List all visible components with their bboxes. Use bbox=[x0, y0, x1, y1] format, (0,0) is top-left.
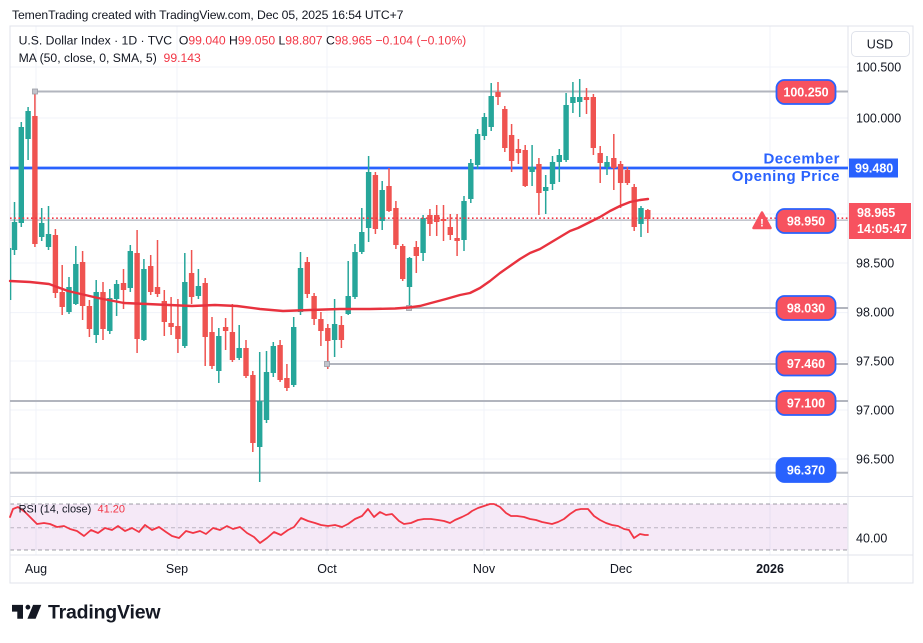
svg-text:TemenTrading created with Trad: TemenTrading created with TradingView.co… bbox=[12, 8, 404, 22]
svg-text:Oct: Oct bbox=[317, 562, 337, 576]
svg-text:December: December bbox=[763, 151, 840, 168]
svg-text:97.000: 97.000 bbox=[856, 404, 894, 418]
svg-text:98.950: 98.950 bbox=[787, 214, 825, 228]
svg-text:100.250: 100.250 bbox=[783, 85, 828, 99]
svg-text:98.965: 98.965 bbox=[857, 206, 895, 220]
svg-text:2026: 2026 bbox=[756, 562, 784, 576]
svg-text:98.500: 98.500 bbox=[856, 257, 894, 271]
svg-text:40.00: 40.00 bbox=[856, 532, 887, 546]
svg-text:98.030: 98.030 bbox=[787, 301, 825, 315]
svg-text:Aug: Aug bbox=[25, 562, 47, 576]
svg-text:96.500: 96.500 bbox=[856, 453, 894, 467]
svg-text:96.370: 96.370 bbox=[787, 463, 825, 477]
svg-text:100.500: 100.500 bbox=[856, 61, 901, 75]
svg-text:!: ! bbox=[760, 218, 764, 230]
svg-text:97.500: 97.500 bbox=[856, 355, 894, 369]
svg-text:99.480: 99.480 bbox=[855, 162, 893, 176]
svg-text:100.000: 100.000 bbox=[856, 112, 901, 126]
svg-text:TradingView: TradingView bbox=[48, 602, 161, 624]
svg-text:Opening Price: Opening Price bbox=[732, 168, 840, 185]
svg-text:Nov: Nov bbox=[473, 562, 496, 576]
svg-text:Dec: Dec bbox=[610, 562, 632, 576]
svg-text:98.000: 98.000 bbox=[856, 306, 894, 320]
svg-text:U.S. Dollar Index · 1D · TVC: U.S. Dollar Index · 1D · TVC O99.040 H99… bbox=[19, 34, 467, 48]
svg-text:14:05:47: 14:05:47 bbox=[857, 222, 907, 236]
svg-text:RSI (14, close) 41.20: RSI (14, close) 41.20 bbox=[19, 504, 125, 516]
svg-text:97.100: 97.100 bbox=[787, 396, 825, 410]
svg-text:USD: USD bbox=[867, 38, 893, 52]
svg-text:MA (50, close, 0, SMA, 5) 99.: MA (50, close, 0, SMA, 5) 99.143 bbox=[19, 51, 201, 65]
svg-text:Sep: Sep bbox=[166, 562, 188, 576]
svg-text:97.460: 97.460 bbox=[787, 357, 825, 371]
